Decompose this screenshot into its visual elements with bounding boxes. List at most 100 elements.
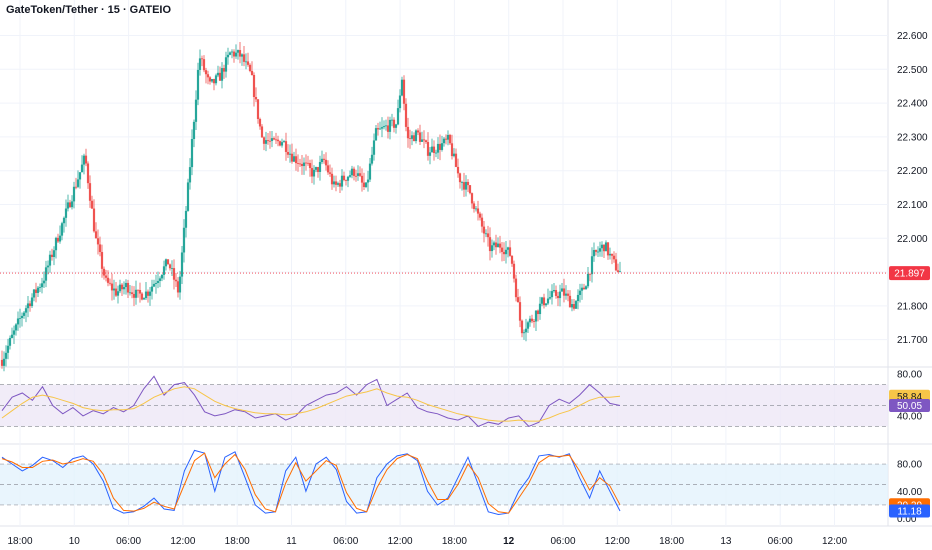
candle	[164, 259, 168, 267]
x-tick-label: 12:00	[170, 536, 195, 547]
candle	[214, 75, 218, 84]
candle	[354, 175, 358, 177]
candle	[196, 69, 200, 100]
stoch-tick-label: 0.00	[897, 514, 917, 525]
candle	[154, 282, 158, 284]
candle	[118, 284, 122, 292]
candle	[146, 291, 150, 296]
candle	[132, 293, 136, 298]
candle	[112, 288, 116, 291]
candle	[140, 293, 144, 300]
candle	[362, 182, 366, 188]
candle	[18, 318, 22, 319]
candle	[454, 153, 458, 167]
candle	[364, 182, 368, 188]
candle	[498, 243, 502, 248]
rsi-value-label: 58.84	[897, 392, 922, 403]
candle	[52, 250, 56, 258]
candle	[58, 235, 62, 242]
price-tick-label: 22.300	[897, 132, 928, 143]
candle	[310, 168, 314, 177]
candle	[486, 233, 490, 238]
candle	[428, 152, 432, 156]
candle	[418, 132, 422, 142]
candle	[232, 51, 236, 57]
candle	[278, 141, 282, 146]
candle	[604, 242, 608, 252]
candle	[6, 345, 10, 353]
candle	[266, 140, 270, 141]
candle	[530, 318, 534, 322]
x-tick-label: 11	[286, 536, 297, 547]
candle	[352, 168, 356, 176]
candle	[24, 308, 28, 313]
candle	[162, 266, 166, 275]
candle	[574, 301, 578, 309]
candle	[210, 79, 214, 82]
candle	[294, 156, 298, 164]
candle	[314, 167, 318, 170]
candle	[424, 140, 428, 143]
candle	[20, 315, 24, 319]
candle	[142, 298, 146, 300]
candle	[208, 77, 212, 82]
candle	[126, 282, 130, 293]
candle	[160, 274, 164, 279]
candle	[548, 297, 552, 299]
candle	[386, 125, 390, 132]
candle	[416, 130, 420, 133]
candle	[470, 193, 474, 204]
candle	[26, 303, 30, 309]
price-tick-label: 22.000	[897, 234, 928, 245]
candle	[284, 141, 288, 152]
candle	[98, 244, 102, 253]
symbol-title[interactable]: GateToken/Tether · 15 · GATEIO	[6, 4, 172, 16]
candle	[556, 295, 560, 299]
candle	[136, 289, 140, 291]
candle	[504, 249, 508, 255]
candle	[76, 179, 80, 187]
candle	[64, 208, 68, 218]
candle	[464, 181, 468, 190]
candle	[220, 68, 224, 81]
candle	[350, 168, 354, 176]
candle	[474, 208, 478, 210]
candle	[322, 158, 326, 160]
candle	[22, 312, 26, 316]
candle	[66, 202, 70, 209]
candle	[106, 277, 110, 283]
candle	[480, 217, 484, 227]
candle	[394, 124, 398, 128]
candle	[532, 321, 536, 322]
candle	[16, 318, 20, 325]
stoch-value-badge	[889, 504, 930, 518]
rsi-series-0	[1, 375, 621, 427]
candle	[400, 79, 404, 96]
rsi-series-1	[1, 386, 621, 422]
candle	[538, 303, 542, 315]
candle	[516, 297, 520, 303]
candle	[192, 121, 196, 140]
candle	[54, 237, 58, 251]
candle	[398, 95, 402, 109]
candle	[436, 143, 440, 153]
candle	[256, 99, 260, 120]
candle	[178, 276, 182, 293]
candle	[292, 156, 296, 162]
x-tick-label: 06:00	[768, 536, 793, 547]
candle	[276, 139, 280, 142]
candle	[222, 68, 226, 72]
candle	[306, 162, 310, 164]
candle	[84, 155, 88, 164]
candle	[600, 244, 604, 249]
candle	[32, 289, 36, 298]
candle	[590, 256, 594, 275]
candle	[492, 242, 496, 246]
candle	[484, 233, 488, 235]
candle	[128, 292, 132, 294]
rsi-value-label: 50.05	[897, 401, 922, 412]
candle	[558, 291, 562, 299]
candle	[374, 128, 378, 141]
stoch-tick-label: 40.00	[897, 487, 922, 498]
